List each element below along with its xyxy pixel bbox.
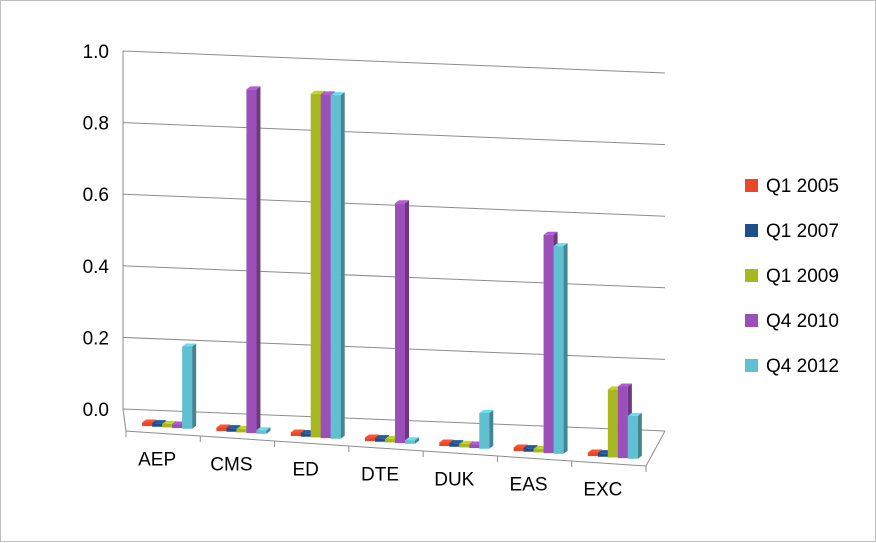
- category-label: AEP: [138, 450, 176, 471]
- gridline-2: [122, 265, 666, 289]
- legend-swatch: [745, 269, 758, 282]
- legend-swatch: [745, 179, 758, 192]
- bar-ed-q4-2012: [330, 92, 345, 439]
- gridline-5: [122, 50, 666, 74]
- floor-front-edge: [125, 430, 647, 467]
- bar-cms-q4-2012: [256, 427, 271, 434]
- bar-aep-q4-2012: [182, 343, 197, 429]
- y-tick-label: 0.8: [83, 114, 109, 135]
- x-axis-categories: AEP CMS ED DTE DUK EAS EXC: [138, 450, 622, 501]
- legend-label: Q1 2007: [766, 221, 839, 242]
- floor-left-edge: [122, 408, 127, 432]
- legend-item: Q4 2012: [745, 356, 839, 377]
- gridline-1: [122, 336, 666, 360]
- gridline-4: [122, 122, 666, 146]
- bar-cms-q4-2010: [246, 86, 261, 434]
- legend-label: Q4 2012: [766, 356, 839, 377]
- category-label: DUK: [434, 470, 474, 491]
- y-tick-label: 0.6: [83, 185, 109, 206]
- y-tick-label: 1.0: [83, 42, 109, 63]
- category-label: EAS: [510, 475, 548, 496]
- bar-dte-q4-2010: [395, 200, 409, 444]
- category-label: DTE: [361, 465, 399, 486]
- category-label: EXC: [583, 480, 622, 501]
- legend: Q1 2005 Q1 2007 Q1 2009 Q4 2010 Q4 2012: [745, 176, 839, 377]
- legend-label: Q1 2005: [766, 176, 839, 197]
- category-label: CMS: [210, 455, 252, 476]
- y-tick-label: 0.4: [83, 257, 110, 278]
- legend-item: Q1 2007: [745, 221, 839, 242]
- legend-swatch: [745, 314, 758, 327]
- gridline-0: [122, 408, 666, 432]
- legend-label: Q1 2009: [766, 266, 839, 287]
- legend-swatch: [745, 359, 758, 372]
- gridline-3: [122, 193, 666, 217]
- y-tick-label: 0.2: [83, 328, 109, 349]
- legend-label: Q4 2010: [766, 311, 839, 332]
- legend-swatch: [745, 224, 758, 237]
- legend-item: Q1 2009: [745, 266, 839, 287]
- floor-right-edge: [645, 430, 666, 467]
- bar-exc-q4-2012: [627, 412, 642, 459]
- legend-item: Q1 2005: [745, 176, 839, 197]
- y-tick-label: 0.0: [83, 400, 109, 421]
- y-axis-ticks: 0.0 0.2 0.4 0.6 0.8 1.0: [83, 42, 110, 421]
- bar-dte-q4-2012: [405, 437, 419, 444]
- legend-item: Q4 2010: [745, 311, 839, 332]
- bar-eas-q4-2012: [553, 243, 568, 454]
- grid-layer: [122, 50, 666, 472]
- bars-layer: [142, 86, 642, 459]
- category-label: ED: [293, 460, 319, 481]
- bar-duk-q4-2012: [479, 409, 494, 449]
